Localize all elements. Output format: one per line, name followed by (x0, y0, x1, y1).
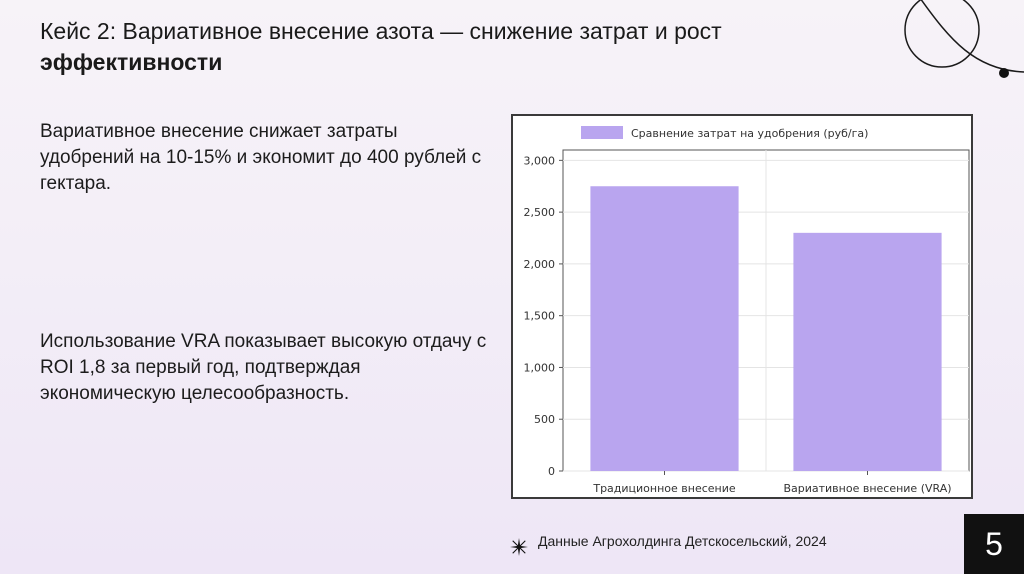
page-number: 5 (985, 525, 1003, 562)
y-tick-label: 3,000 (524, 154, 556, 167)
source-text: Данные Агрохолдинга Детскосельский, 2024 (538, 533, 827, 549)
y-tick-label: 2,000 (524, 258, 556, 271)
y-tick-label: 2,500 (524, 206, 556, 219)
y-tick-label: 1,500 (524, 310, 556, 323)
title-line-1: Кейс 2: Вариативное внесение азота — сни… (40, 18, 722, 44)
bar (590, 186, 739, 471)
cost-comparison-chart: 0 500 1,000 1,500 2,000 2,500 3,000 Традиционно… (511, 114, 973, 499)
y-tick-label: 1,000 (524, 361, 556, 374)
slide-title: Кейс 2: Вариативное внесение азота — сни… (40, 16, 860, 78)
legend-swatch (581, 126, 623, 139)
paragraph-cost-savings: Вариативное внесение снижает затраты удо… (40, 121, 482, 194)
legend-label: Сравнение затрат на удобрения (руб/га) (631, 127, 868, 140)
y-tick-label: 0 (548, 465, 555, 478)
y-tick-label: 500 (534, 413, 555, 426)
bar (793, 232, 942, 471)
page-number-badge: 5 (964, 514, 1024, 574)
star-sparkle-icon (510, 538, 528, 556)
paragraph-roi: Использование VRA показывает высокую отд… (40, 331, 487, 404)
circle-line-decoration-icon (904, 0, 1024, 78)
source-note: Данные Агрохолдинга Детскосельский, 2024 (510, 526, 827, 556)
x-tick-label: Вариативное внесение (VRA) (783, 482, 951, 495)
chart-svg: 0 500 1,000 1,500 2,000 2,500 3,000 Традиционно… (524, 126, 970, 495)
title-line-2: эффективности (40, 49, 223, 75)
x-tick-label: Традиционное внесение (592, 482, 736, 495)
